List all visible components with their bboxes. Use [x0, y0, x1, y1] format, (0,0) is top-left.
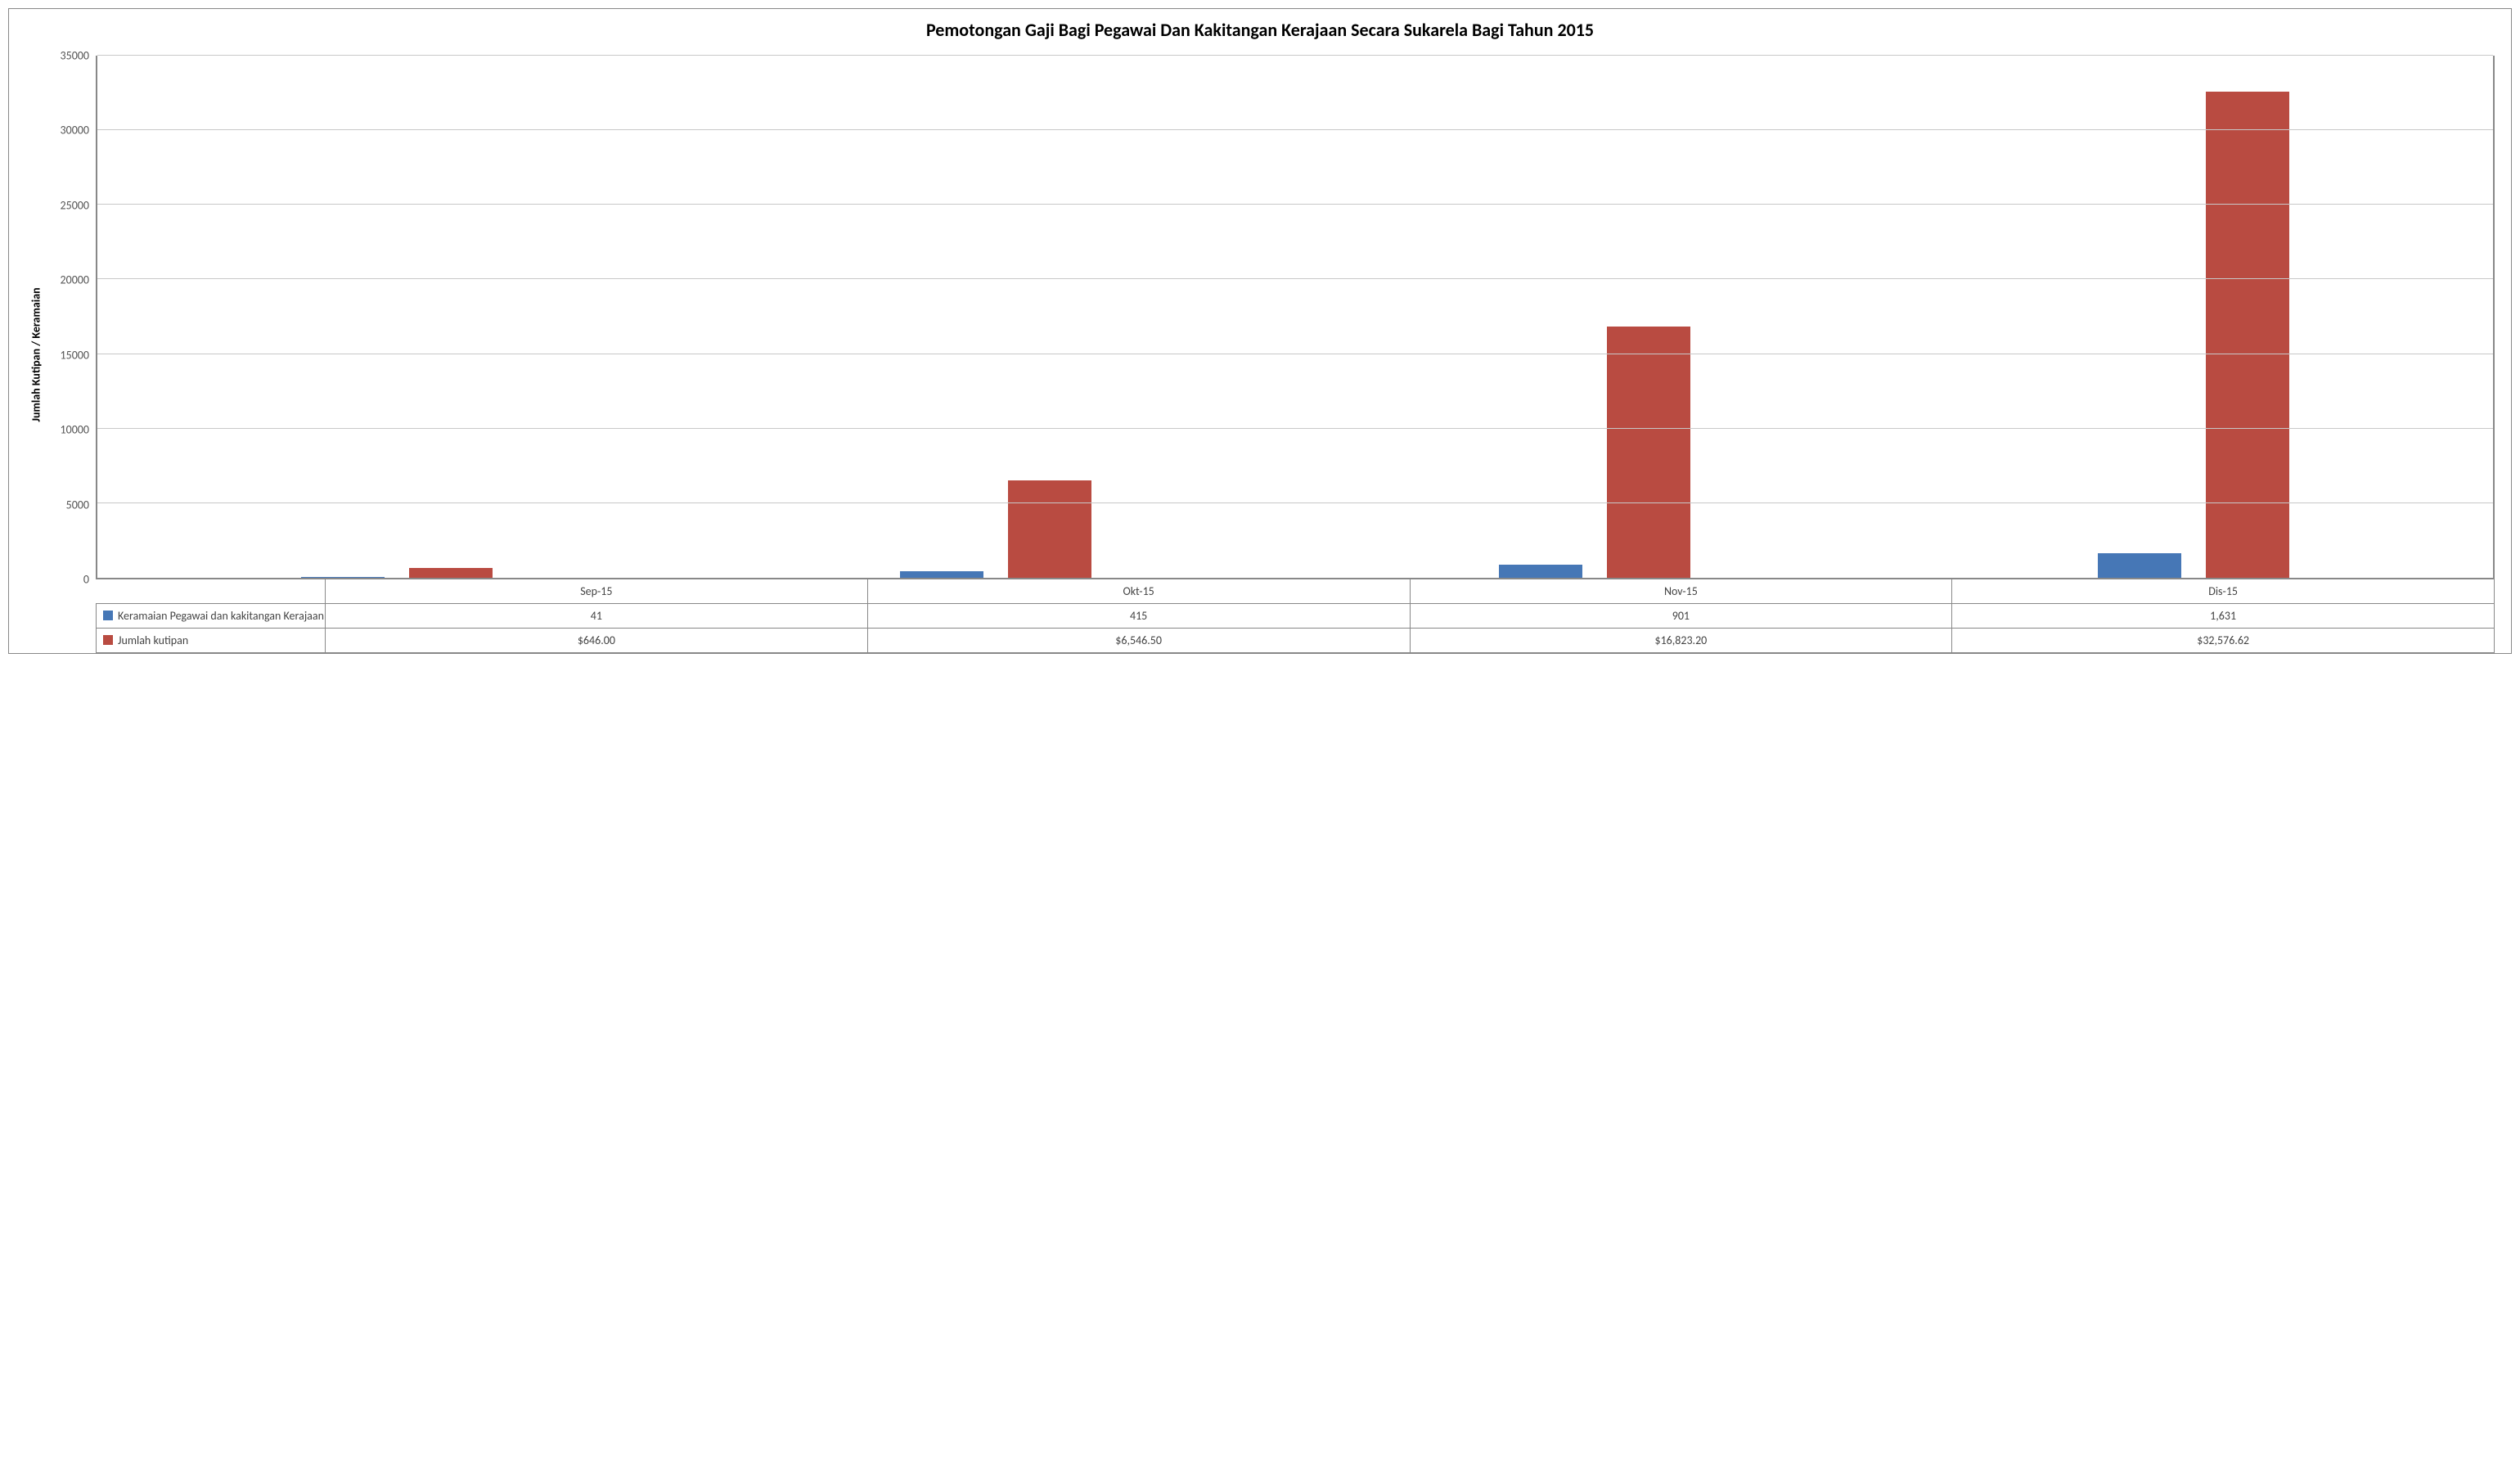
data-cell: 1,631: [1952, 604, 2495, 629]
plot-row: 05000100001500020000250003000035000: [47, 56, 2495, 579]
y-tick-label: 15000: [61, 348, 89, 362]
table-corner: [97, 579, 326, 604]
grid-line: [97, 55, 2493, 56]
bar: [2206, 92, 2289, 578]
y-axis-label-wrap: Jumlah Kutipan / Keramaian: [25, 56, 47, 653]
chart-body: Jumlah Kutipan / Keramaian 0 5000 10000 150…: [25, 56, 2495, 653]
chart-container: Pemotongan Gaji Bagi Pegawai Dan Kakitan…: [8, 8, 2512, 654]
y-tick-label: 35000: [61, 49, 89, 63]
y-axis-label: Jumlah Kutipan / Keramaian: [29, 287, 43, 421]
series-name: Jumlah kutipan: [118, 633, 188, 647]
grid-line: [97, 129, 2493, 130]
x-category-label: Dis-15: [1952, 579, 2495, 604]
y-tick-label: 0: [83, 573, 89, 587]
bar: [409, 568, 493, 578]
x-axis-row: Sep-15Okt-15Nov-15Dis-15: [97, 579, 2495, 604]
y-tick-label: 10000: [61, 423, 89, 437]
grid-line: [97, 278, 2493, 279]
legend-swatch: [103, 635, 113, 645]
series-name: Keramaian Pegawai dan kakitangan Kerajaa…: [118, 609, 324, 623]
x-category-label: Sep-15: [326, 579, 868, 604]
bar: [900, 571, 983, 578]
x-category-label: Nov-15: [1410, 579, 1952, 604]
bar: [301, 577, 385, 578]
grid-line: [97, 204, 2493, 205]
data-cell: $32,576.62: [1952, 629, 2495, 653]
bar: [1499, 565, 1582, 578]
category-column: [696, 56, 1295, 578]
bar: [1607, 327, 1690, 578]
data-cell: $16,823.20: [1410, 629, 1952, 653]
x-category-label: Okt-15: [867, 579, 1410, 604]
data-table: Sep-15Okt-15Nov-15Dis-15 Keramaian Pegawa…: [96, 579, 2495, 653]
category-column: [1894, 56, 2493, 578]
y-axis-ticks: 05000100001500020000250003000035000: [47, 56, 96, 579]
legend-swatch: [103, 611, 113, 620]
data-cell: 901: [1410, 604, 1952, 629]
table-row: Jumlah kutipan $646.00$6,546.50$16,823.20…: [97, 629, 2495, 653]
plot-area: [96, 56, 2495, 579]
data-cell: 415: [867, 604, 1410, 629]
y-tick-label: 20000: [61, 273, 89, 287]
grid-line: [97, 428, 2493, 429]
data-cell: $646.00: [326, 629, 868, 653]
bars-layer: [97, 56, 2493, 578]
y-tick-label: 30000: [61, 124, 89, 137]
category-column: [1295, 56, 1894, 578]
data-cell: $6,546.50: [867, 629, 1410, 653]
chart-title: Pemotongan Gaji Bagi Pegawai Dan Kakitan…: [25, 19, 2495, 41]
y-tick-label: 5000: [66, 498, 89, 511]
data-cell: 41: [326, 604, 868, 629]
bar: [1008, 480, 1091, 578]
category-column: [97, 56, 696, 578]
plot-wrap: 05000100001500020000250003000035000 Sep-…: [47, 56, 2495, 653]
table-row: Keramaian Pegawai dan kakitangan Kerajaa…: [97, 604, 2495, 629]
series-header: Keramaian Pegawai dan kakitangan Kerajaa…: [97, 604, 326, 629]
grid-line: [97, 502, 2493, 503]
bar: [2098, 553, 2181, 578]
series-header: Jumlah kutipan: [97, 629, 326, 653]
y-tick-label: 25000: [61, 198, 89, 212]
